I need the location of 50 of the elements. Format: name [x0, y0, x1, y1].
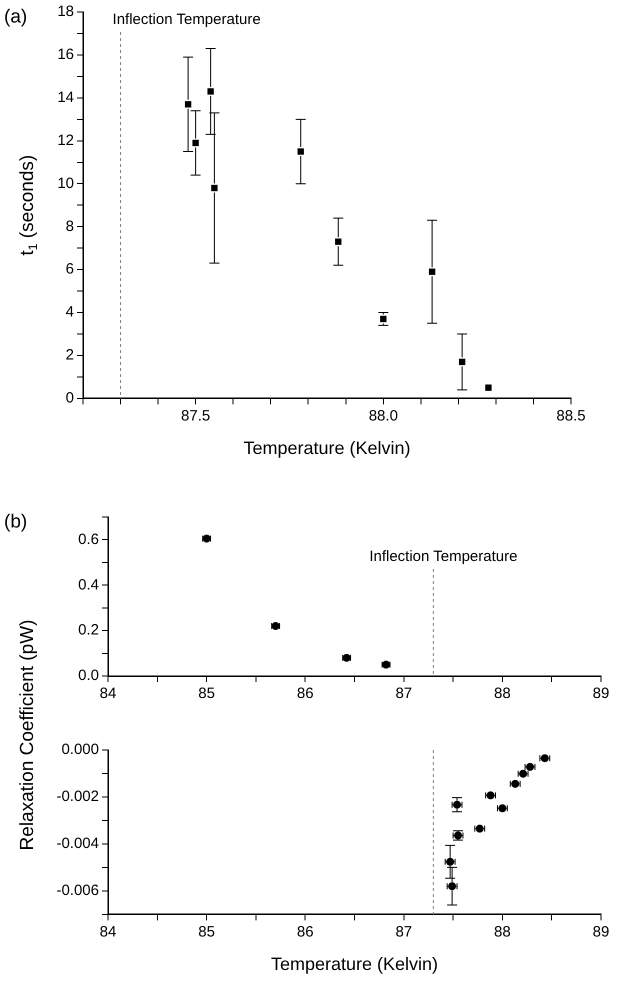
point — [184, 101, 192, 108]
y-tick-label: 16 — [57, 46, 74, 64]
x-tick-label: 87.5 — [181, 408, 210, 425]
x-axis-title: Temperature (Kelvin) — [270, 954, 438, 974]
point — [428, 268, 436, 275]
y-tick-label: 0.6 — [78, 530, 99, 548]
x-tick-label: 86 — [296, 685, 314, 702]
y-tick-label: 0 — [66, 390, 74, 407]
y-tick-label: 0.000 — [61, 741, 99, 758]
y-tick-label: 0.0 — [78, 667, 99, 684]
y-tick-label: 10 — [57, 174, 74, 192]
y-tick-label: 8 — [66, 218, 74, 235]
point — [192, 140, 199, 146]
y-tick-label: 14 — [57, 89, 74, 106]
y-tick-label: -0.002 — [56, 788, 99, 806]
y-tick-label: -0.004 — [56, 835, 99, 852]
x-tick-label: 86 — [296, 924, 314, 941]
ref-line-label: Inflection Temperature — [112, 11, 261, 28]
point — [207, 88, 214, 95]
point — [298, 148, 304, 155]
y-tick-label: 0.4 — [78, 576, 99, 594]
y-axis-title: Relaxation Coefficient (pW) — [17, 620, 39, 850]
y-tick-label: 18 — [57, 3, 74, 20]
y-tick-label: -0.006 — [56, 882, 99, 900]
y-tick-label: 6 — [66, 260, 74, 278]
x-tick-label: 88 — [494, 924, 511, 941]
x-tick-label: 84 — [100, 685, 116, 702]
text: (a) — [4, 6, 28, 28]
x-tick-label: 88.0 — [368, 408, 398, 425]
x-tick-label: 88 — [494, 685, 511, 702]
text: (b) — [4, 512, 28, 533]
y-axis-title: t1 (seconds) — [17, 154, 40, 256]
y-tick-label: 12 — [57, 132, 74, 149]
x-tick-label: 84 — [100, 924, 116, 941]
x-tick-label: 89 — [592, 685, 610, 702]
x-tick-label: 87 — [395, 685, 412, 702]
y-tick-label: 4 — [66, 304, 74, 321]
x-tick-label: 85 — [198, 685, 215, 702]
point — [211, 184, 218, 192]
x-tick-label: 88.5 — [556, 408, 586, 425]
y-tick-label: 2 — [66, 346, 74, 364]
x-tick-label: 85 — [198, 924, 215, 941]
point — [458, 358, 466, 366]
y-tick-label: 0.2 — [78, 622, 99, 639]
point — [485, 384, 492, 391]
x-tick-label: 89 — [592, 924, 610, 941]
point — [335, 238, 342, 245]
x-tick-label: 87 — [395, 924, 412, 941]
ref-line-label: Inflection Temperature — [369, 548, 518, 566]
x-axis-title: Temperature (Kelvin) — [243, 438, 411, 458]
